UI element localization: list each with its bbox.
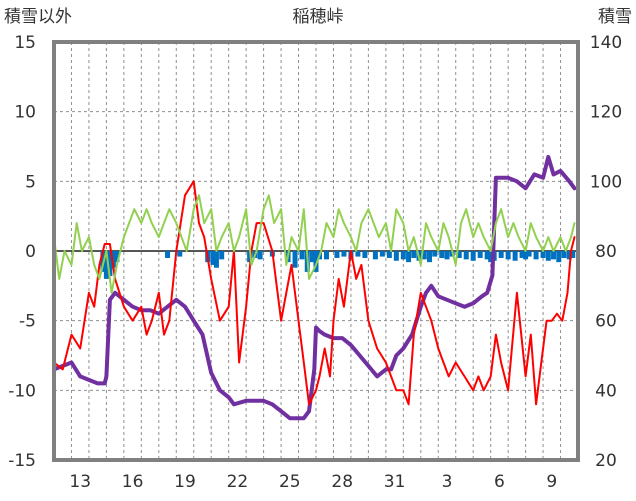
plot-border [52, 40, 580, 462]
precipitation-bar [379, 251, 385, 257]
precipitation-bar [566, 251, 572, 260]
precipitation-bar [470, 251, 476, 261]
precipitation-bar [219, 251, 225, 260]
precipitation-bar [107, 251, 113, 277]
right-tick-label: 20 [595, 451, 617, 471]
plot-frame [52, 40, 580, 462]
left-tick-label: -5 [19, 312, 36, 332]
precipitation-bar [177, 251, 183, 257]
tick-labels: -15 -10 -5 0 5 10 15 20 40 60 80 100 120 140 13 16 19 22 2… [8, 33, 622, 492]
precipitation-bar [519, 251, 525, 258]
precipitation-bar [257, 251, 263, 260]
right-tick-label: 40 [595, 381, 617, 401]
precipitation-bar [526, 251, 532, 257]
precipitation-bar [341, 251, 347, 257]
wind-line [53, 194, 576, 294]
precipitation-bar [444, 251, 450, 260]
chart-title: 稲穂峠 [293, 7, 344, 27]
precipitation-bar [498, 251, 504, 258]
precipitation-bar [393, 251, 399, 261]
precipitation-bar [110, 251, 116, 268]
precipitation-bar [210, 251, 216, 265]
x-tick-label: 31 [384, 472, 406, 492]
right-tick-label: 100 [590, 172, 622, 192]
precipitation-bar [432, 251, 438, 257]
x-tick-label: 9 [546, 472, 557, 492]
left-tick-label: -10 [8, 381, 36, 401]
temperature-line [53, 180, 576, 406]
precipitation-bar [372, 251, 378, 260]
right-tick-label: 120 [590, 103, 622, 123]
precipitation-bar [213, 251, 219, 268]
left-tick-label: 10 [14, 103, 36, 123]
precipitation-bar [533, 251, 539, 260]
precipitation-bar [556, 251, 562, 263]
precipitation-bar [355, 251, 361, 257]
precipitation-bar [406, 251, 412, 263]
right-tick-label: 80 [595, 242, 617, 262]
precipitation-bar [540, 251, 546, 258]
x-tick-label: 6 [494, 472, 505, 492]
precipitation-bar [439, 251, 445, 258]
x-tick-label: 28 [331, 472, 353, 492]
precipitation-bar [114, 251, 120, 263]
precipitation-bar [570, 251, 576, 258]
series-lines [52, 154, 577, 421]
precipitation-bar [299, 251, 305, 260]
x-tick-label: 25 [279, 472, 301, 492]
snow-depth-line [52, 154, 577, 421]
precipitation-bar [323, 251, 329, 260]
precipitation-bar [484, 251, 490, 260]
precipitation-bars [100, 251, 576, 279]
precipitation-bar [386, 251, 392, 258]
precipitation-bar [523, 251, 529, 260]
x-tick-label: 16 [122, 472, 144, 492]
precipitation-bar [292, 251, 298, 268]
precipitation-bar [545, 251, 551, 261]
left-tick-label: 5 [25, 172, 36, 192]
x-tick-label: 19 [174, 472, 196, 492]
precipitation-bar [103, 251, 109, 279]
precipitation-bar [362, 251, 368, 258]
precipitation-bar [456, 251, 462, 258]
precipitation-bar [400, 251, 406, 260]
precipitation-bar [561, 251, 567, 258]
right-tick-label: 60 [595, 312, 617, 332]
precipitation-bar [488, 251, 494, 263]
precipitation-bar [310, 251, 316, 263]
left-tick-label: 0 [25, 242, 36, 262]
left-axis-label: 積雪以外 [4, 7, 72, 27]
precipitation-bar [334, 251, 340, 258]
precipitation-bar [512, 251, 518, 261]
precipitation-bar [313, 251, 319, 272]
precipitation-bar [427, 251, 433, 263]
precipitation-bar [463, 251, 469, 260]
left-tick-label: 15 [14, 33, 36, 53]
x-tick-label: 13 [69, 472, 91, 492]
precipitation-bar [477, 251, 483, 258]
x-tick-label: 22 [227, 472, 249, 492]
x-tick-label: 3 [442, 472, 453, 492]
right-axis-label: 積雪 [598, 7, 632, 27]
precipitation-bar [551, 251, 557, 260]
right-tick-label: 140 [590, 33, 622, 53]
precipitation-bar [421, 251, 427, 260]
precipitation-bar [411, 251, 417, 258]
precipitation-bar [505, 251, 511, 260]
left-tick-label: -15 [8, 451, 36, 471]
precipitation-bar [165, 251, 171, 258]
